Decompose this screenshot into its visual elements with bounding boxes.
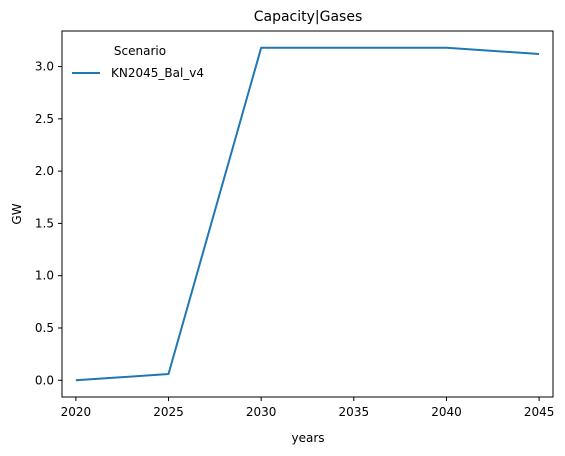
series-line xyxy=(75,46,540,382)
y-tick-label: 2.0 xyxy=(35,164,54,178)
plot-area xyxy=(61,30,554,398)
y-axis-ticks: 0.0 0.5 1.0 1.5 2.0 2.5 3.0 xyxy=(35,60,62,387)
x-tick-label: 2045 xyxy=(524,405,555,419)
chart-title: Capacity|Gases xyxy=(254,9,363,25)
legend-title: Scenario xyxy=(114,44,166,58)
x-tick-label: 2040 xyxy=(431,405,462,419)
y-axis-label: GW xyxy=(10,203,24,224)
y-tick-label: 1.5 xyxy=(35,216,54,230)
x-tick-label: 2035 xyxy=(339,405,370,419)
x-axis-ticks: 2020 2025 2030 2035 2040 2045 xyxy=(61,397,555,419)
y-tick-label: 3.0 xyxy=(35,60,54,74)
legend: Scenario KN2045_Bal_v4 xyxy=(72,44,204,80)
y-tick-label: 1.0 xyxy=(35,269,54,283)
y-tick-label: 0.5 xyxy=(35,321,54,335)
y-tick-label: 2.5 xyxy=(35,112,54,126)
x-axis-label: years xyxy=(291,431,324,445)
x-tick-label: 2030 xyxy=(246,405,277,419)
y-tick-label: 0.0 xyxy=(35,373,54,387)
legend-entry-label: KN2045_Bal_v4 xyxy=(111,66,204,80)
x-tick-label: 2020 xyxy=(61,405,92,419)
x-tick-label: 2025 xyxy=(153,405,184,419)
series-layer xyxy=(75,46,540,382)
